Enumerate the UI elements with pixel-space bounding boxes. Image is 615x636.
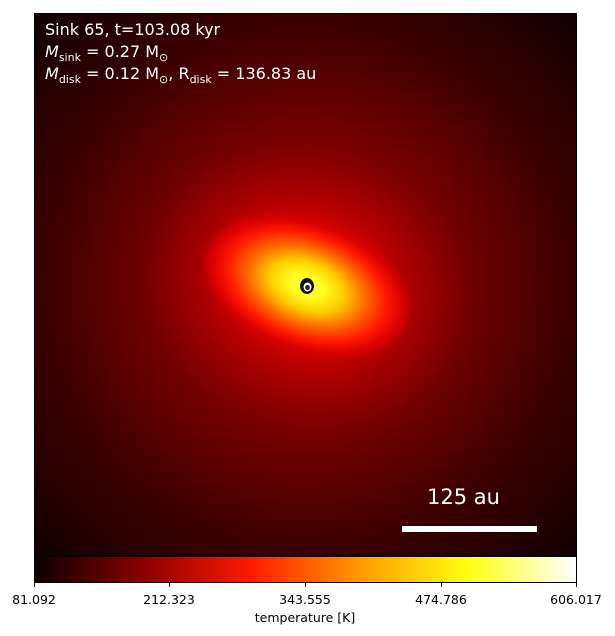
colorbar-tick [305,583,306,587]
colorbar-tick [576,583,577,587]
colorbar-tick-label: 343.555 [279,592,331,607]
sink-mass-value: = 0.27 M [80,42,160,61]
scale-bar [402,526,537,532]
sink-title: Sink 65, t=103.08 kyr [45,20,221,39]
disk-mass-value: = 0.12 M [80,64,160,83]
temperature-map [35,14,576,555]
colorbar [34,556,577,583]
sink-marker [300,278,314,294]
disk-info-label: Mdisk = 0.12 M⊙, Rdisk = 136.83 au [45,64,317,87]
temperature-map-panel [34,13,577,556]
sink-mass-label: Msink = 0.27 M⊙ [45,42,169,65]
sink-mass-symbol: M [45,42,59,61]
disk-mass-subscript: disk [58,73,81,87]
colorbar-tick [441,583,442,587]
disk-mass-symbol: M [45,64,59,83]
colorbar-tick-label: 474.786 [415,592,467,607]
colorbar-tick [34,583,35,587]
disk-mass-unit: ⊙ [159,73,169,87]
disk-radius-value: = 136.83 au [211,64,317,83]
disk-radius-subscript: disk [189,73,212,87]
scale-bar-label: 125 au [427,485,500,509]
colorbar-tick-label: 606.017 [550,592,602,607]
colorbar-tick [169,583,170,587]
colorbar-title: temperature [K] [254,610,356,625]
colorbar-tick-label: 212.323 [143,592,195,607]
sink-mass-subscript: sink [58,51,81,65]
colorbar-tick-label: 81.092 [12,592,56,607]
disk-radius-prefix: , R [168,64,190,83]
sink-mass-unit: ⊙ [159,51,169,65]
